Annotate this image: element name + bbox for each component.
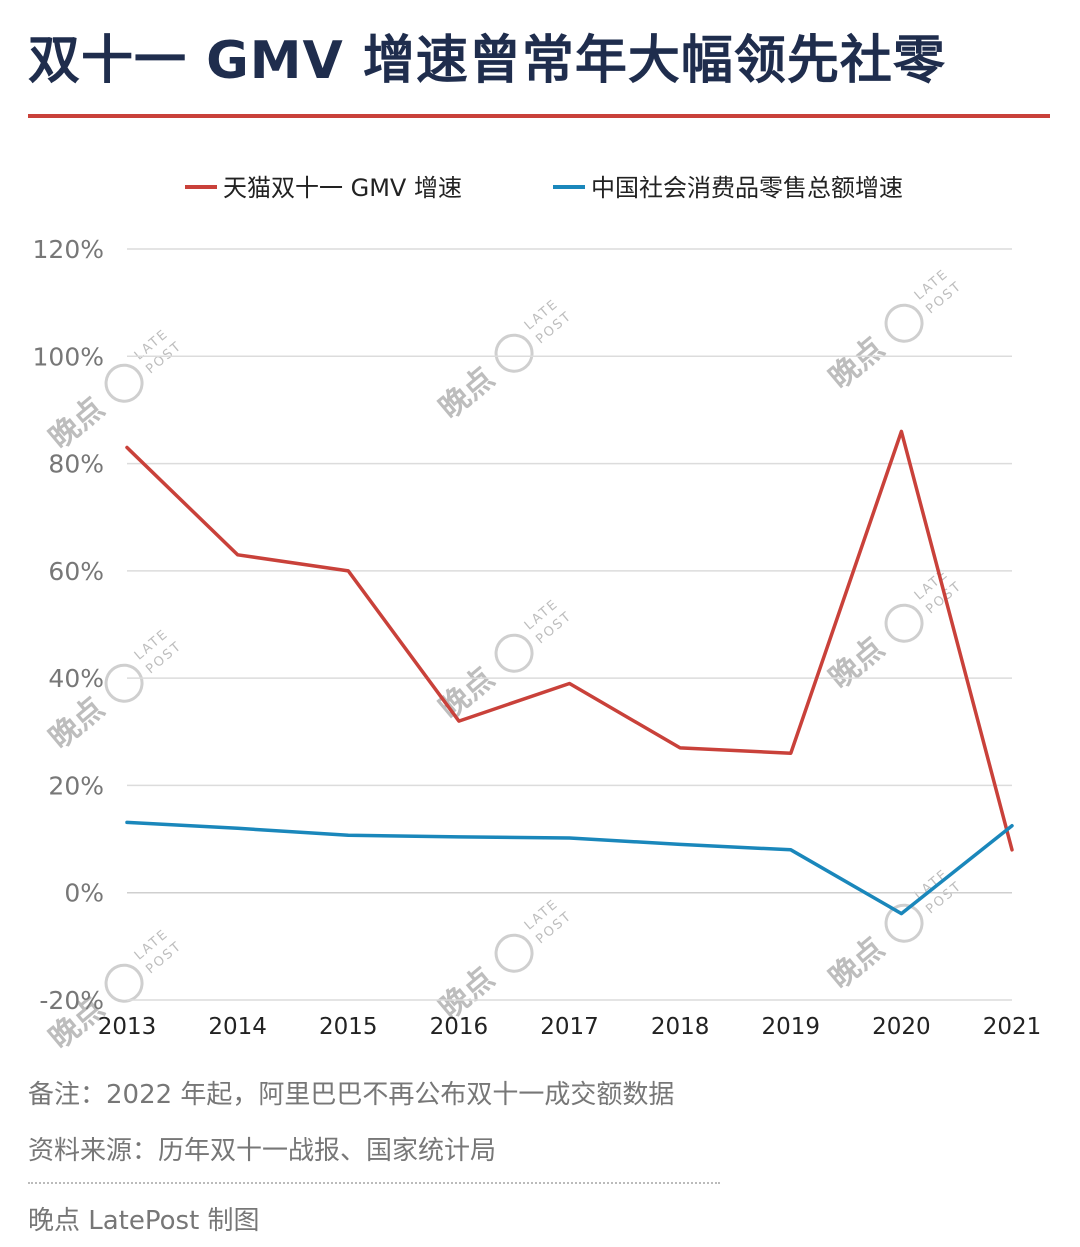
legend: 天猫双十一 GMV 增速 中国社会消费品零售总额增速 (185, 174, 903, 202)
watermark-logo (104, 363, 144, 403)
series-lines (125, 429, 1014, 916)
x-tick-label: 2017 (540, 1014, 599, 1040)
x-tick-label: 2013 (98, 1014, 157, 1040)
x-tick-label: 2015 (319, 1014, 378, 1040)
y-tick-label: -20% (39, 986, 104, 1015)
y-tick-label: 40% (48, 664, 104, 693)
watermark-text: 晚点 (823, 931, 891, 996)
y-tick-label: 100% (33, 342, 104, 371)
x-tick-label: 2018 (651, 1014, 710, 1040)
watermark-logo (494, 933, 534, 973)
watermark-logo (104, 963, 144, 1003)
watermark-logo (494, 333, 534, 373)
legend-label: 中国社会消费品零售总额增速 (591, 174, 903, 202)
gridlines (127, 248, 1012, 1001)
y-tick-label: 80% (48, 450, 104, 479)
y-axis-ticks: -20% 0% 20% 40% 60% 80% 100% 120% (33, 235, 104, 1015)
watermark-text: 晚点 (433, 361, 501, 426)
title-divider (28, 114, 1050, 118)
watermark-text: 晚点 (43, 391, 111, 456)
series-line-retail-sales (125, 820, 1014, 916)
watermark-text: 晚点 (823, 331, 891, 396)
watermark-text: 晚点 (433, 661, 501, 726)
y-tick-label: 120% (33, 235, 104, 264)
remark-note: 备注：2022 年起，阿里巴巴不再公布双十一成交额数据 (28, 1080, 675, 1110)
x-tick-label: 2021 (983, 1014, 1042, 1040)
legend-label: 天猫双十一 GMV 增速 (223, 174, 462, 202)
credit-note: 晚点 LatePost 制图 (28, 1206, 260, 1236)
x-tick-label: 2016 (430, 1014, 489, 1040)
x-tick-label: 2020 (872, 1014, 931, 1040)
y-tick-label: 20% (48, 771, 104, 800)
watermark-text: 晚点 (43, 691, 111, 756)
watermark-logo (884, 603, 924, 643)
x-tick-label: 2014 (208, 1014, 267, 1040)
dotted-divider (28, 1182, 720, 1184)
series-line-tmall-gmv (125, 429, 1014, 852)
watermark-logo (104, 663, 144, 703)
y-tick-label: 60% (48, 557, 104, 586)
watermark-logo (494, 633, 534, 673)
x-axis-ticks: 2013 2014 2015 2016 2017 2018 2019 2020 2021 (98, 1014, 1042, 1040)
chart-title: 双十一 GMV 增速曾常年大幅领先社零 (28, 31, 946, 91)
source-note: 资料来源：历年双十一战报、国家统计局 (28, 1136, 497, 1166)
y-tick-label: 0% (64, 879, 104, 908)
watermark-logo (884, 303, 924, 343)
watermark-text: 晚点 (823, 631, 891, 696)
x-tick-label: 2019 (761, 1014, 820, 1040)
